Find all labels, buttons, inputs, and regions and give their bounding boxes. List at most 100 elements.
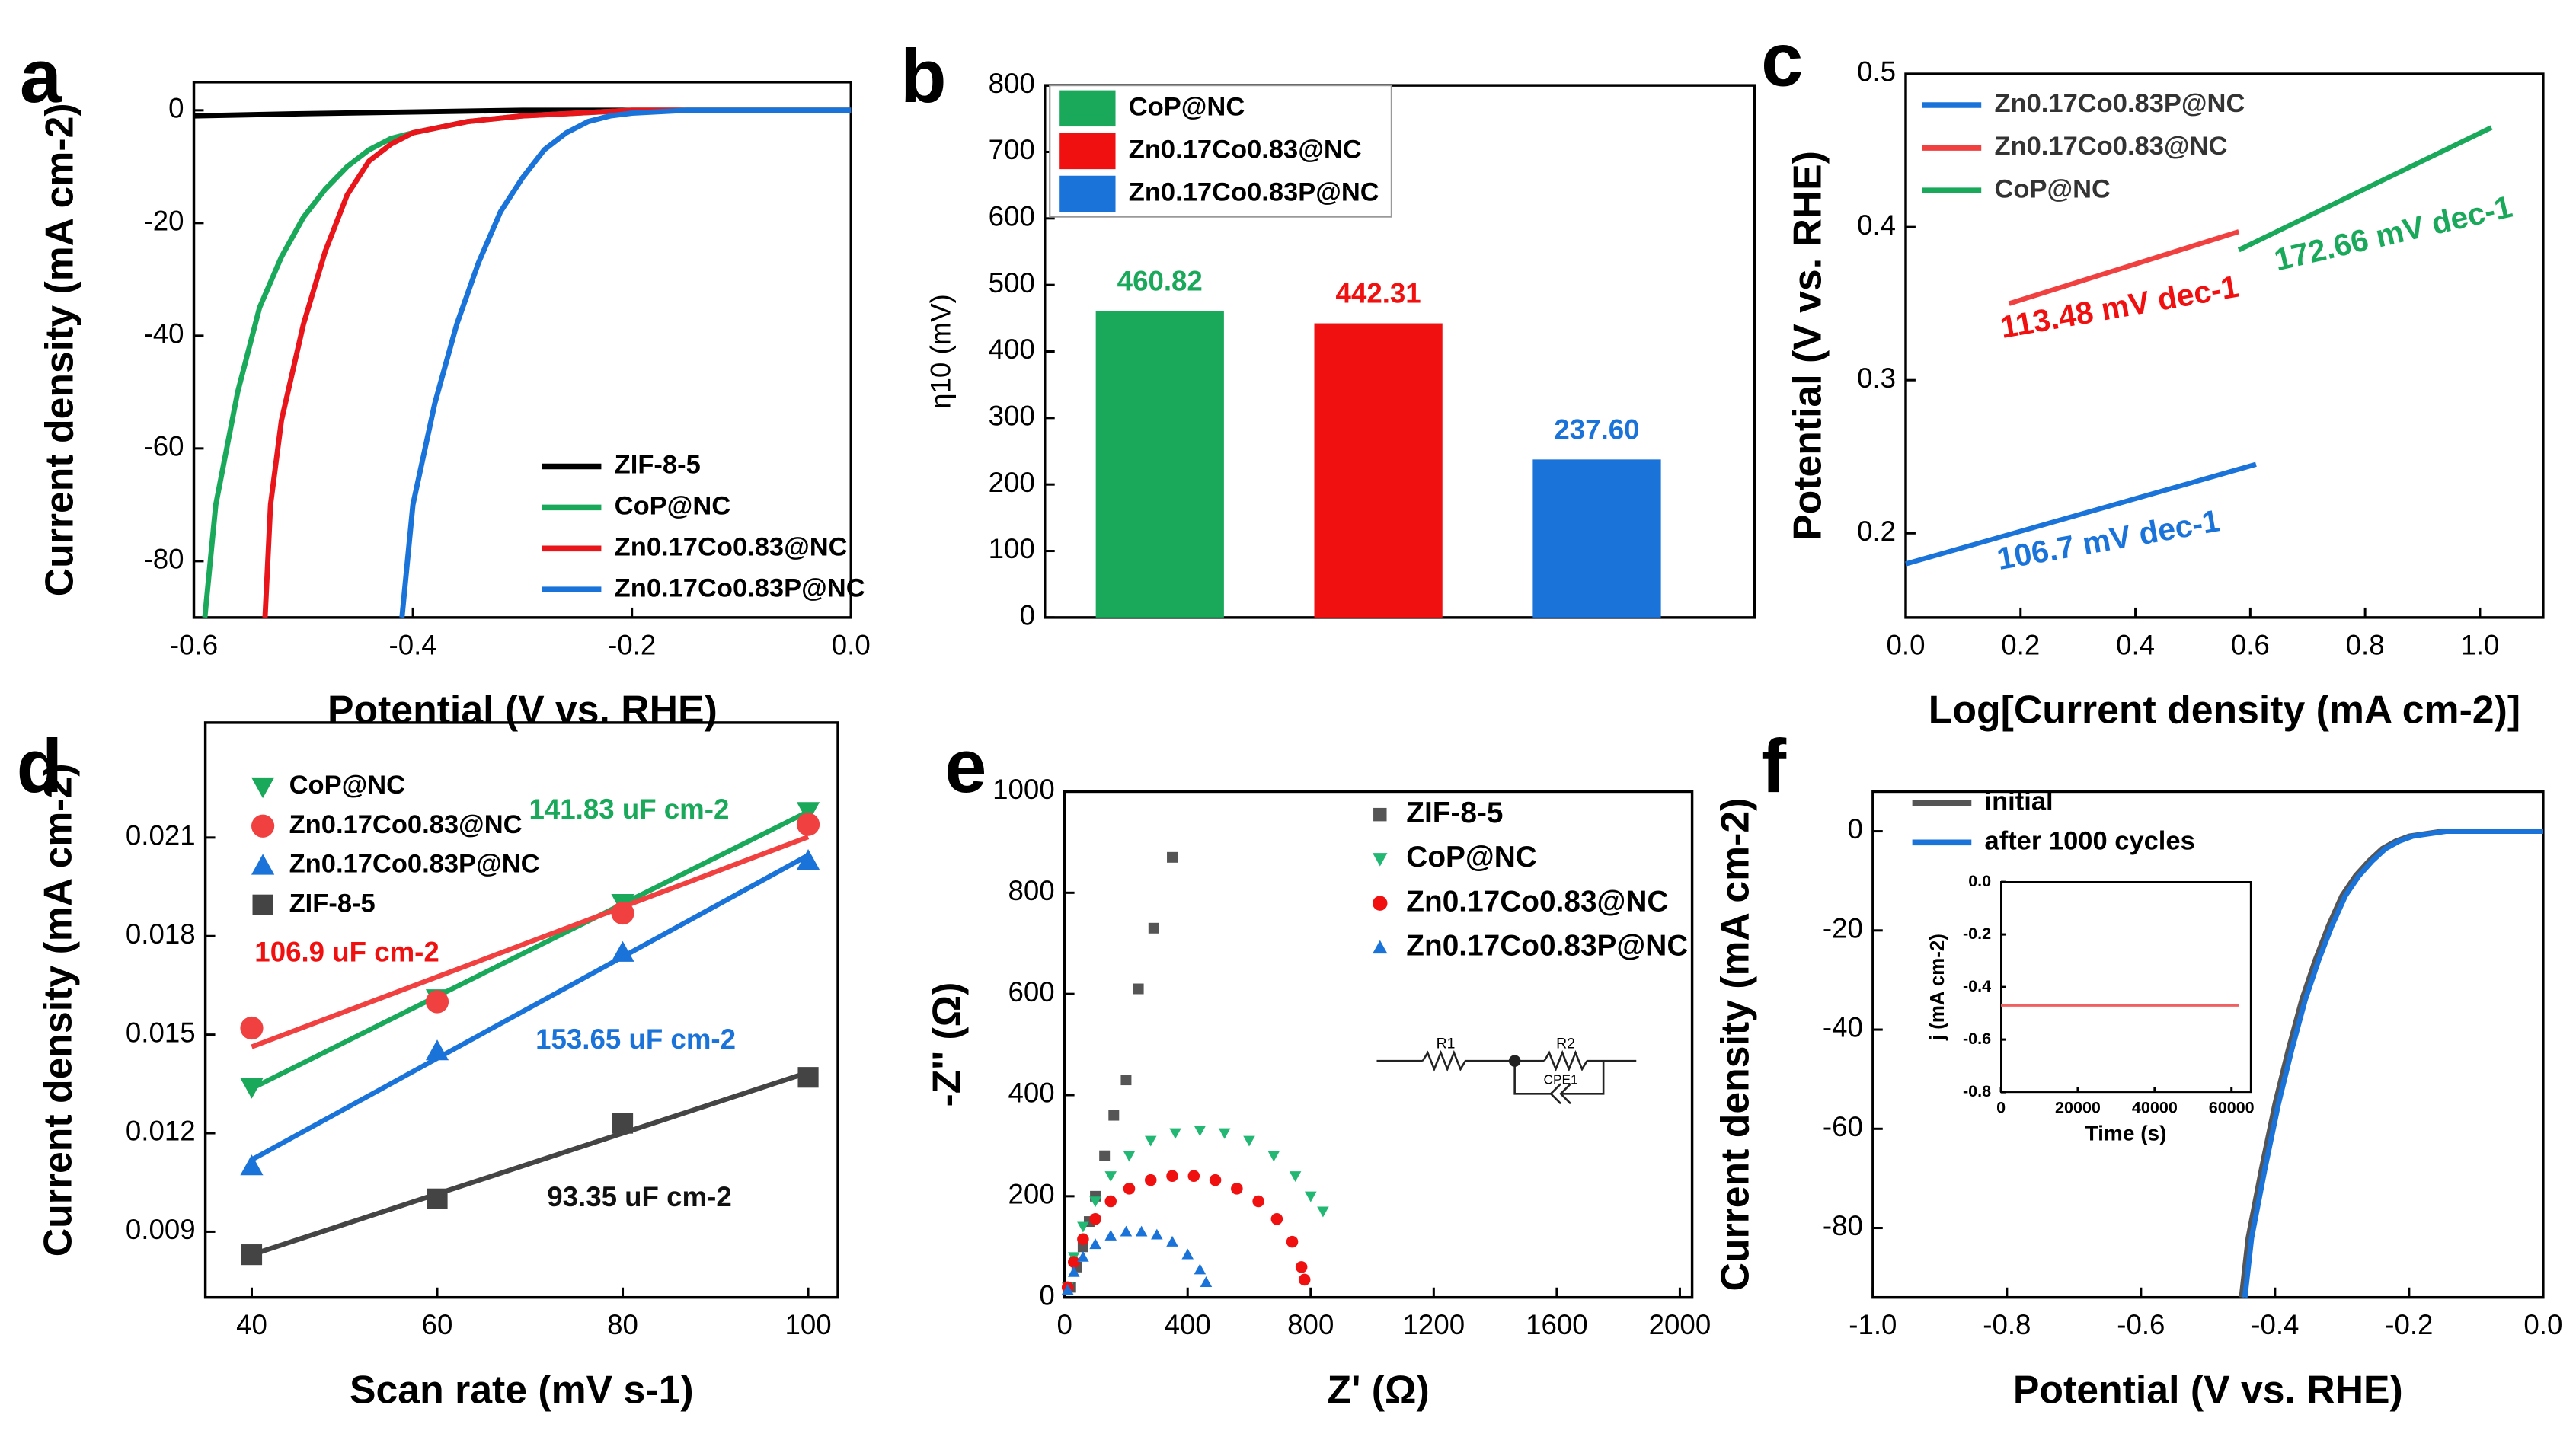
marker [1305, 1191, 1317, 1202]
legend-label: initial [1985, 787, 2053, 816]
x-tick-label: 2000 [1649, 1309, 1711, 1340]
marker [1373, 896, 1388, 911]
panel-label: c [1761, 18, 1803, 102]
circuit-diagram [1376, 1049, 1637, 1105]
marker [1089, 1238, 1101, 1250]
marker [1270, 1212, 1283, 1225]
marker [427, 1188, 448, 1209]
marker [1089, 1196, 1101, 1208]
y-tick-label: -0.4 [1963, 976, 1991, 995]
y-tick-label: 0 [1019, 600, 1034, 631]
marker [1068, 1266, 1080, 1277]
x-axis-label: Time (s) [2085, 1122, 2167, 1145]
y-tick-label: 0.3 [1857, 362, 1896, 394]
annotation: 106.7 mV dec-1 [1994, 503, 2223, 576]
x-tick-label: 0.0 [832, 629, 871, 660]
marker [797, 1067, 819, 1088]
legend-label: Zn0.17Co0.83P@NC [1994, 89, 2245, 118]
legend-label: CoP@NC [1129, 92, 1245, 121]
marker [1148, 922, 1159, 934]
legend-label: Zn0.17Co0.83@NC [289, 810, 523, 839]
x-tick-label: 60000 [2209, 1097, 2255, 1116]
marker [251, 854, 275, 875]
y-tick-label: 400 [1008, 1078, 1055, 1109]
marker [1123, 1151, 1136, 1162]
y-tick-label: 200 [1008, 1179, 1055, 1210]
y-tick-label: 300 [989, 401, 1035, 432]
bar [1532, 459, 1661, 618]
panel-label: f [1761, 724, 1787, 809]
y-tick-label: 800 [989, 68, 1035, 99]
marker [240, 1154, 264, 1176]
x-tick-label: 40 [236, 1309, 267, 1340]
y-tick-label: -0.8 [1963, 1081, 1991, 1100]
legend-label: Zn0.17Co0.83P@NC [289, 850, 540, 879]
y-axis-label: Current density (mA cm-2) [35, 763, 79, 1257]
y-tick-label: 0.2 [1857, 516, 1896, 547]
y-tick-label: -20 [1823, 912, 1863, 944]
marker [1061, 1283, 1074, 1295]
bar [1314, 323, 1443, 618]
marker [1120, 1075, 1132, 1086]
marker [796, 813, 820, 836]
y-tick-label: 0.4 [1857, 209, 1896, 241]
marker [1104, 1195, 1117, 1208]
marker [1200, 1276, 1213, 1287]
y-axis-label: Current density (mA cm-2) [1713, 798, 1757, 1292]
marker [1123, 1183, 1136, 1195]
plot-frame [1871, 790, 2545, 1299]
annotation: 172.66 mV dec-1 [2271, 189, 2515, 278]
y-tick-label: 1000 [992, 774, 1055, 805]
legend-label: after 1000 cycles [1985, 826, 2195, 855]
fit-line [251, 809, 810, 1091]
y-tick-label: -40 [144, 318, 184, 350]
legend-label: Zn0.17Co0.83@NC [1129, 136, 1362, 164]
data-line [262, 107, 852, 618]
marker [252, 894, 273, 915]
marker [1099, 1150, 1111, 1161]
y-tick-label: -20 [144, 206, 184, 237]
x-tick-label: 60 [422, 1309, 453, 1340]
y-tick-label: 100 [989, 533, 1035, 564]
legend-swatch [1059, 175, 1116, 212]
marker [1077, 1233, 1089, 1246]
bar [1095, 311, 1224, 618]
x-tick-label: -0.8 [1983, 1309, 2031, 1340]
marker [1181, 1248, 1194, 1260]
marker [1373, 853, 1388, 867]
x-tick-label: -0.4 [2251, 1309, 2299, 1340]
legend-label: CoP@NC [615, 491, 730, 520]
annotation: 113.48 mV dec-1 [1998, 269, 2242, 345]
marker [1295, 1261, 1308, 1273]
x-axis-label: Potential (V vs. RHE) [328, 688, 718, 732]
x-tick-label: -1.0 [1849, 1309, 1897, 1340]
y-tick-label: 0 [168, 93, 184, 124]
annotation: 93.35 uF cm-2 [547, 1181, 731, 1212]
x-axis-label: Log[Current density (mA cm-2)] [1929, 688, 2520, 732]
y-tick-label: 700 [989, 134, 1035, 165]
marker [425, 1039, 449, 1061]
legend-label: CoP@NC [289, 771, 405, 800]
legend-label: Zn0.17Co0.83@NC [615, 532, 848, 561]
x-axis-label: Scan rate (mV s-1) [350, 1367, 694, 1411]
legend-label: Zn0.17Co0.83@NC [1994, 132, 2227, 161]
panel-label: b [900, 34, 947, 119]
y-axis-label: Potential (V vs. RHE) [1785, 151, 1830, 541]
y-tick-label: -0.2 [1963, 924, 1991, 943]
marker [1194, 1126, 1207, 1137]
marker [1144, 1135, 1157, 1147]
y-axis-label: Current density (mA cm-2) [37, 103, 81, 596]
marker [1144, 1174, 1157, 1186]
marker [1187, 1170, 1200, 1183]
y-tick-label: -80 [144, 544, 184, 575]
marker [240, 1078, 264, 1099]
y-tick-label: 0 [1039, 1279, 1054, 1311]
marker [611, 901, 634, 925]
panel-label: a [20, 34, 62, 119]
marker [611, 940, 634, 962]
marker [612, 1113, 634, 1134]
marker [1209, 1174, 1222, 1186]
marker [1104, 1229, 1117, 1241]
x-tick-label: 0.6 [2231, 629, 2270, 660]
